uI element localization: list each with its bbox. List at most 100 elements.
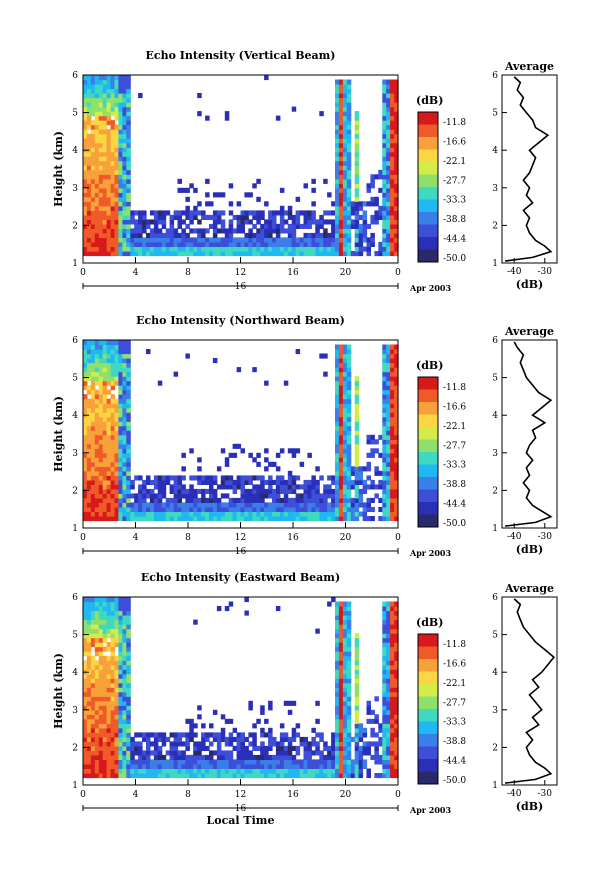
heatmap-cell <box>102 115 108 121</box>
heatmap-cell <box>118 479 123 485</box>
heatmap-cell <box>86 376 92 382</box>
heatmap-cell <box>303 750 308 756</box>
heatmap-cell <box>394 151 399 157</box>
heatmap-cell <box>122 745 127 751</box>
heatmap-cell <box>114 642 119 648</box>
heatmap-cell <box>224 741 230 747</box>
heatmap-cell <box>153 750 159 756</box>
colorbar-swatch <box>418 199 438 213</box>
heatmap-cell <box>354 160 360 166</box>
heatmap-cell <box>358 745 364 751</box>
heatmap-cell <box>106 228 112 234</box>
heatmap-cell <box>382 506 387 512</box>
heatmap-cell <box>83 210 88 216</box>
heatmap-cell <box>122 147 127 153</box>
heatmap-cell <box>390 219 395 225</box>
heatmap-cell <box>83 214 88 220</box>
heatmap-cell <box>390 763 395 769</box>
heatmap-cell <box>83 165 88 171</box>
heatmap-cell <box>118 497 123 503</box>
heatmap-cell <box>197 754 202 760</box>
heatmap-cell <box>122 493 127 499</box>
heatmap-cell <box>394 403 399 409</box>
heatmap-cell <box>338 732 344 738</box>
heatmap-cell <box>307 745 312 751</box>
heatmap-cell <box>110 178 116 184</box>
heatmap-cell <box>98 750 104 756</box>
heatmap-cell <box>240 754 245 760</box>
heatmap-cell <box>248 452 253 458</box>
heatmap-cell <box>350 768 356 774</box>
heatmap-cell <box>382 637 387 643</box>
heatmap-cell <box>106 628 112 634</box>
heatmap-cell <box>110 340 116 346</box>
heatmap-cell <box>146 475 151 481</box>
heatmap-cell <box>382 111 387 117</box>
heatmap-cell <box>335 430 340 436</box>
heatmap-cell <box>311 241 316 247</box>
heatmap-cell <box>118 687 123 693</box>
heatmap-cell <box>173 502 179 508</box>
heatmap-cell <box>338 687 344 693</box>
heatmap-cell <box>126 479 131 485</box>
heatmap-cell <box>106 457 112 463</box>
heatmap-cell <box>311 727 316 733</box>
heatmap-cell <box>335 362 340 368</box>
heatmap-cell <box>354 196 360 202</box>
heatmap-cell <box>299 768 305 774</box>
heatmap-cell <box>212 768 218 774</box>
heatmap-cell <box>252 488 257 494</box>
heatmap-cell <box>94 394 100 400</box>
heatmap-cell <box>90 79 96 85</box>
heatmap-cell <box>252 763 257 769</box>
heatmap-cell <box>157 210 163 216</box>
heatmap-cell <box>122 718 127 724</box>
heatmap-cell <box>90 475 96 481</box>
heatmap-cell <box>98 133 104 139</box>
heatmap-cell <box>118 615 123 621</box>
heatmap-cell <box>94 380 100 386</box>
heatmap-cell <box>256 745 261 751</box>
heatmap-cell <box>307 502 312 508</box>
heatmap-cell <box>291 745 297 751</box>
heatmap-cell <box>149 237 155 243</box>
heatmap-cell <box>382 669 387 675</box>
heatmap-cell <box>106 425 112 431</box>
heatmap-cell <box>287 516 293 522</box>
heatmap-cell <box>177 493 182 499</box>
heatmap-cell <box>346 102 352 108</box>
profile-x-axis-label: (dB) <box>516 278 543 291</box>
heatmap-cell <box>370 178 375 184</box>
heatmap-cell <box>331 475 336 481</box>
heatmap-cell <box>386 362 391 368</box>
heatmap-cell <box>94 673 100 679</box>
heatmap-cell <box>275 241 281 247</box>
heatmap-cell <box>244 210 249 216</box>
heatmap-cell <box>268 516 273 522</box>
heatmap-cell <box>335 241 340 247</box>
heatmap-cell <box>83 219 88 225</box>
heatmap-cell <box>153 506 159 512</box>
heatmap-cell <box>122 434 127 440</box>
heatmap-cell <box>362 466 368 472</box>
heatmap-cell <box>358 466 364 472</box>
heatmap-cell <box>83 619 88 625</box>
heatmap-cell <box>205 773 210 779</box>
heatmap-cell <box>244 736 249 742</box>
heatmap-cell <box>390 506 395 512</box>
heatmap-cell <box>86 597 92 603</box>
heatmap-cell <box>319 223 324 229</box>
heatmap-cell <box>244 488 249 494</box>
heatmap-cell <box>106 759 112 765</box>
heatmap-cell <box>338 488 344 494</box>
heatmap-cell <box>185 718 190 724</box>
heatmap-cell <box>236 241 242 247</box>
heatmap-cell <box>185 223 190 229</box>
profile-x-tick-label: -30 <box>538 532 553 542</box>
heatmap-cell <box>224 606 230 612</box>
heatmap-cell <box>268 511 273 517</box>
heatmap-cell <box>287 214 293 220</box>
heatmap-cell <box>390 741 395 747</box>
heatmap-cell <box>354 682 360 688</box>
heatmap-cell <box>173 741 179 747</box>
